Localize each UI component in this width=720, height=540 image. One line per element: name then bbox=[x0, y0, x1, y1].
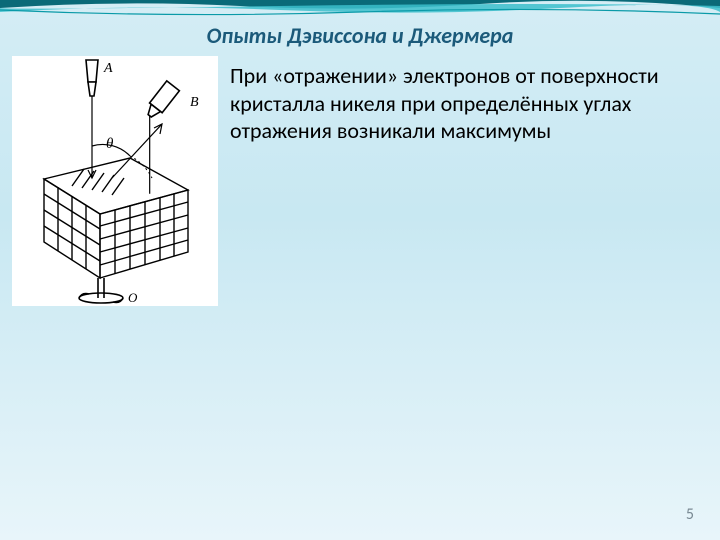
header-wave bbox=[0, 0, 720, 18]
label-theta: θ bbox=[106, 136, 114, 152]
label-b: B bbox=[190, 95, 199, 110]
body-text: При «отражении» электронов от поверхност… bbox=[230, 62, 700, 145]
page-number: 5 bbox=[686, 505, 694, 524]
label-o: O bbox=[128, 290, 138, 305]
experiment-diagram: A B θ O bbox=[12, 56, 218, 306]
slide-title: Опыты Дэвиссона и Джермера bbox=[0, 22, 720, 49]
label-a: A bbox=[103, 61, 113, 76]
